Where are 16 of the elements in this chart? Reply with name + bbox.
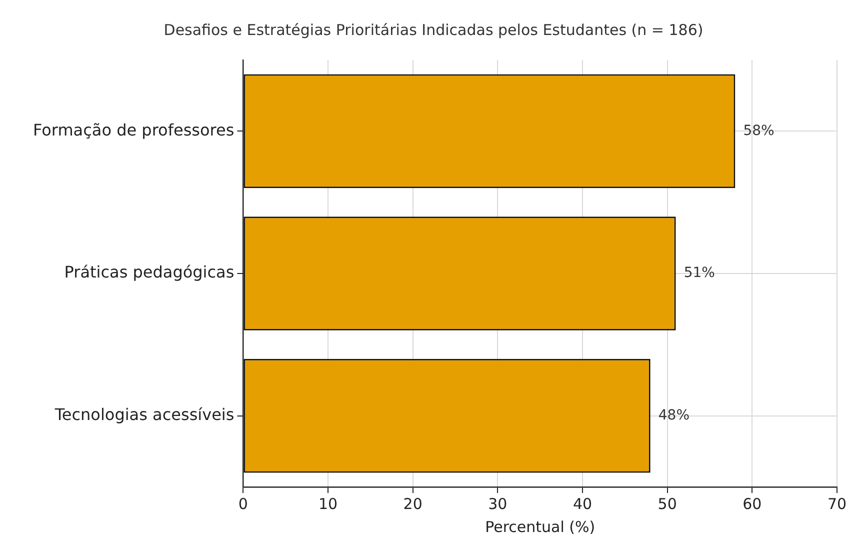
chart-title: Desafios e Estratégias Prioritárias Indicadas pelos Estudantes (n = 186) [164,20,704,39]
data-label: 58% [743,122,774,139]
x-tick-label: 60 [742,494,762,513]
y-tick-label: Formação de professores [33,120,234,140]
data-label: 51% [684,265,715,282]
y-tick-label: Práticas pedagógicas [64,262,234,282]
y-tick-label: Tecnologias acessíveis [54,404,234,424]
x-tick-label: 10 [318,494,338,513]
x-tick-label: 70 [827,494,847,513]
data-label: 48% [658,407,690,424]
x-tick-label: 20 [403,494,422,513]
x-tick-label: 0 [238,494,248,513]
x-tick-label: 50 [658,494,677,513]
x-tick-label: 40 [572,494,592,513]
x-axis-title: Percentual (%) [485,518,596,536]
x-tick-label: 30 [488,494,508,513]
